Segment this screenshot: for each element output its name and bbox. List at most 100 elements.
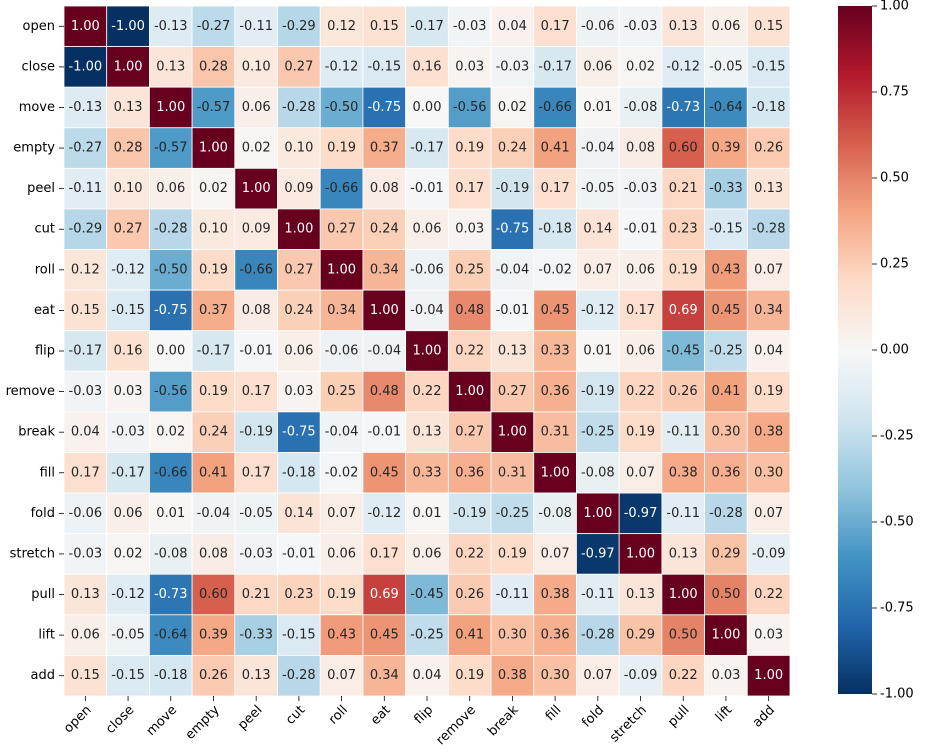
heatmap-cell-flip-fold [576,330,620,372]
heatmap-cell-cut-fold [576,208,620,250]
heatmap-cell-peel-break [490,167,535,210]
heatmap-cell-lift-flip [405,614,449,656]
y-tick-label-eat: eat [34,303,55,318]
cell-value-label: 0.24 [498,141,527,156]
cell-value-label: 0.30 [498,628,527,643]
cell-value-label: -0.12 [111,587,145,602]
cell-value-label: 0.36 [541,628,570,643]
colorbar-tick-label: 1.00 [880,0,909,14]
heatmap-cell-fold-add [746,492,791,535]
cell-value-label: 0.25 [455,262,484,277]
heatmap-cell-open-eat [362,5,407,47]
heatmap-cell-break-eat [362,411,407,453]
heatmap-cell-lift-move [149,614,193,656]
cell-value-label: -0.19 [496,181,530,196]
heatmap-cell-remove-roll [319,370,364,413]
heatmap-cell-stretch-eat [362,533,407,575]
heatmap-cell-empty-add [746,127,791,169]
heatmap-cell-move-pull [661,86,705,129]
heatmap-cell-move-cut [277,86,321,129]
cell-value-label: 1.00 [626,546,655,561]
heatmap-cell-peel-stretch [618,167,663,210]
cell-value-label: 0.43 [327,628,356,643]
x-tick-label-flip: flip [412,703,437,728]
heatmap-cell-roll-remove [447,249,492,291]
cell-value-label: -0.45 [666,344,700,359]
cell-value-label: 0.07 [583,262,612,277]
cell-value-label: 0.23 [669,222,698,237]
cell-value-label: -0.12 [325,59,359,74]
heatmap-cell-fill-empty [191,452,236,494]
heatmap-cell-open-close [106,5,150,47]
cell-value-label: 0.01 [583,100,612,115]
heatmap-cell-stretch-cut [277,533,321,575]
heatmap-cell-pull-break [490,573,535,616]
heatmap-cell-fill-open [63,452,108,494]
heatmap-cell-add-fold [576,655,620,697]
heatmap-cell-roll-stretch [618,249,663,291]
heatmap-cell-eat-lift [704,289,748,332]
cell-value-label: 0.34 [327,303,356,318]
cell-value-label: 0.29 [711,546,740,561]
heatmap-cell-fold-flip [405,492,449,535]
cell-value-label: 0.43 [711,262,740,277]
cell-value-label: 0.13 [114,100,143,115]
cell-value-label: 0.19 [455,141,484,156]
cell-value-label: 0.01 [156,506,185,521]
cell-value-label: 0.27 [284,59,313,74]
heatmap-cell-flip-cut [277,330,321,372]
heatmap-cell-fold-pull [661,492,705,535]
cell-value-label: -0.12 [666,59,700,74]
heatmap-cell-stretch-break [490,533,535,575]
heatmap-cell-eat-close [106,289,150,332]
cell-value-label: -0.13 [69,100,103,115]
heatmap-cell-cut-break [490,208,535,250]
cell-value-label: -0.06 [581,19,615,34]
cell-value-label: -0.11 [69,181,103,196]
cell-value-label: -0.25 [581,425,615,440]
cell-value-label: -0.03 [453,19,487,34]
cell-value-label: -0.29 [69,222,103,237]
cell-value-label: 0.10 [242,59,271,74]
heatmap-cell-peel-pull [661,167,705,210]
cell-value-label: 1.00 [156,100,185,115]
heatmap-cell-stretch-add [746,533,791,575]
cell-value-label: -0.19 [581,384,615,399]
cell-value-label: -0.04 [325,425,359,440]
cell-value-label: -0.12 [367,506,401,521]
heatmap-cell-break-peel [234,411,278,453]
cell-value-label: 0.03 [754,628,783,643]
x-tick-label-roll: roll [326,703,351,728]
heatmap-cell-fold-lift [704,492,748,535]
cell-value-label: -0.02 [538,262,572,277]
cell-value-label: 0.13 [498,344,527,359]
cell-value-label: 0.19 [455,668,484,683]
heatmap-cell-fold-eat [362,492,407,535]
cell-value-label: 0.03 [711,668,740,683]
heatmap-cell-break-cut [277,411,321,453]
heatmap-cell-stretch-peel [234,533,278,575]
heatmap-cell-close-break [490,46,535,88]
heatmap-cell-stretch-empty [191,533,236,575]
cell-value-label: -0.28 [154,222,188,237]
heatmap-cell-fold-close [106,492,150,535]
cell-value-label: 0.17 [455,181,484,196]
heatmap-cell-open-cut [277,5,321,47]
y-tick-label-roll: roll [35,262,55,277]
heatmap-cell-lift-remove [447,614,492,656]
heatmap-cell-break-fold [576,411,620,453]
cell-value-label: 1.00 [541,465,570,480]
cell-value-label: 0.31 [498,465,527,480]
heatmap-cell-pull-stretch [618,573,663,616]
cell-value-label: 0.27 [284,262,313,277]
cell-value-label: 1.00 [199,141,228,156]
cell-value-label: 1.00 [583,506,612,521]
cell-value-label: 0.22 [455,546,484,561]
cell-value-label: -0.06 [410,262,444,277]
cell-value-label: 0.02 [114,546,143,561]
cell-value-label: 0.27 [498,384,527,399]
cell-value-label: 0.01 [413,506,442,521]
cell-value-label: -0.11 [666,425,700,440]
heatmap-cell-peel-fold [576,167,620,210]
heatmap-cell-add-lift [704,655,748,697]
